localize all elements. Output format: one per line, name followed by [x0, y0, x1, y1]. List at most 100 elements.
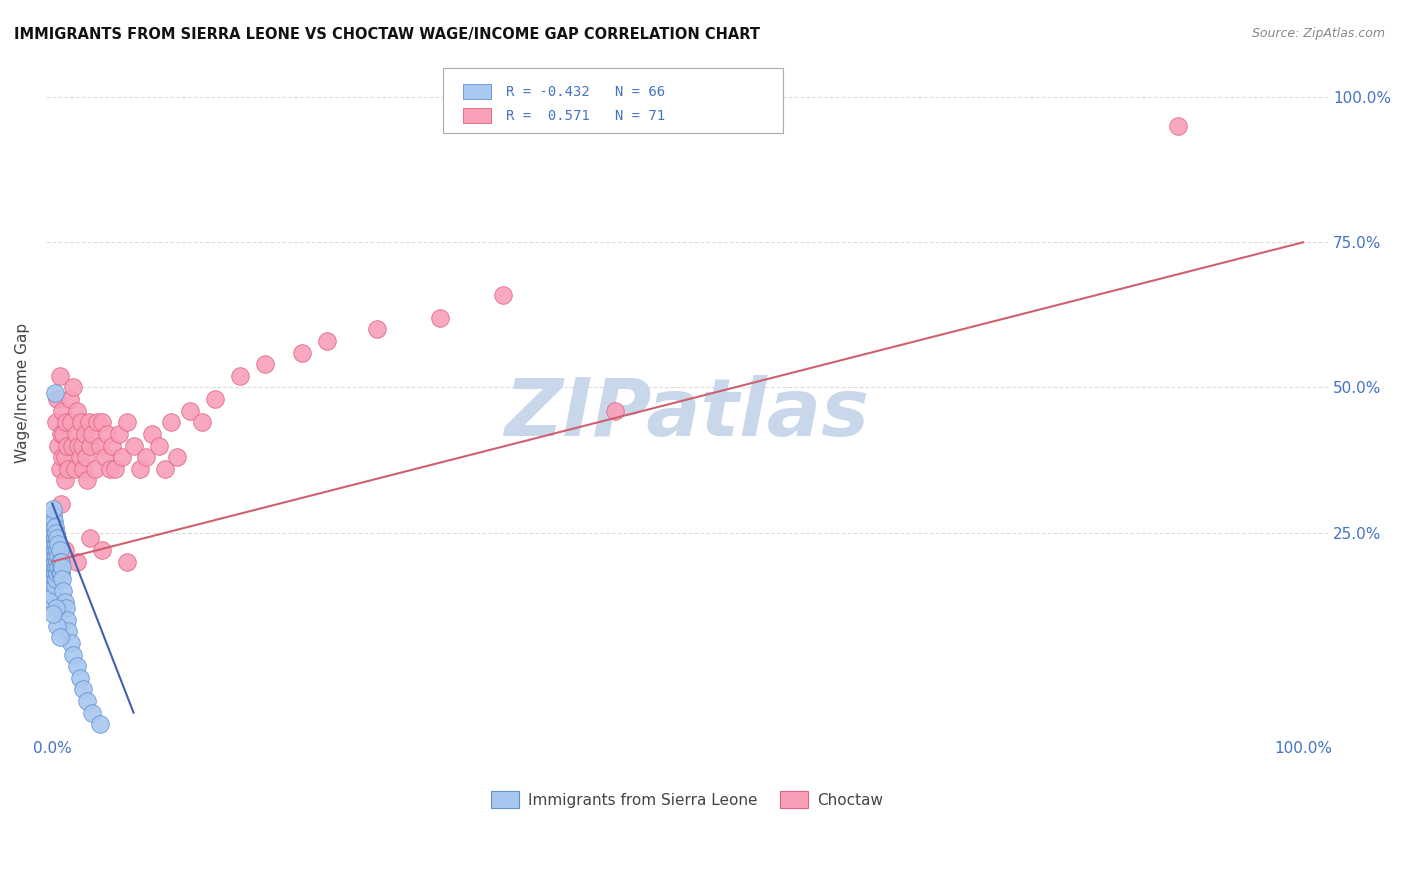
Point [86, 415, 108, 429]
Point [117, 555, 139, 569]
Point [79, 438, 101, 452]
Point [42, 525, 65, 540]
Point [45, 560, 67, 574]
Point [101, 438, 124, 452]
Point [44, 578, 66, 592]
Point [48, 368, 70, 383]
Point [46, 392, 69, 406]
Point [45, 572, 67, 586]
Point [117, 415, 139, 429]
Point [89, 717, 111, 731]
Text: R =  0.571   N = 71: R = 0.571 N = 71 [506, 109, 665, 123]
Point [72, 682, 94, 697]
Point [62, 380, 84, 394]
Text: Source: ZipAtlas.com: Source: ZipAtlas.com [1251, 27, 1385, 40]
Point [48, 555, 70, 569]
Text: ZIPatlas: ZIPatlas [505, 375, 869, 453]
Point [46, 566, 69, 581]
Point [45, 601, 67, 615]
Point [52, 426, 75, 441]
Point [49, 555, 72, 569]
Point [204, 392, 226, 406]
Point [94, 450, 117, 464]
Point [44, 555, 66, 569]
Point [42, 537, 65, 551]
Point [46, 532, 69, 546]
Point [160, 415, 183, 429]
Point [42, 549, 65, 563]
Point [55, 601, 77, 615]
Point [44, 386, 66, 401]
Point [253, 357, 276, 371]
Point [42, 560, 65, 574]
Point [42, 514, 65, 528]
Point [42, 566, 65, 581]
Point [491, 287, 513, 301]
Point [48, 555, 70, 569]
Point [59, 636, 82, 650]
Point [98, 461, 121, 475]
Point [48, 461, 70, 475]
Point [89, 438, 111, 452]
Point [42, 590, 65, 604]
Point [82, 706, 104, 720]
Point [42, 532, 65, 546]
Point [48, 560, 70, 574]
Point [83, 461, 105, 475]
Point [70, 415, 93, 429]
FancyBboxPatch shape [443, 68, 783, 133]
Point [59, 415, 82, 429]
Point [48, 543, 70, 558]
Point [66, 659, 89, 673]
Point [46, 618, 69, 632]
Point [122, 438, 145, 452]
Point [42, 578, 65, 592]
Point [67, 438, 90, 452]
Point [135, 450, 157, 464]
Point [1167, 119, 1189, 133]
Point [42, 543, 65, 558]
Point [46, 555, 69, 569]
Point [53, 450, 76, 464]
Legend: Immigrants from Sierra Leone, Choctaw: Immigrants from Sierra Leone, Choctaw [485, 785, 889, 814]
Point [49, 497, 72, 511]
Point [91, 543, 114, 558]
Point [44, 532, 66, 546]
Point [141, 426, 163, 441]
Point [48, 566, 70, 581]
Point [44, 520, 66, 534]
Point [82, 426, 104, 441]
Point [48, 549, 70, 563]
Point [229, 368, 252, 383]
Point [49, 426, 72, 441]
Point [45, 525, 67, 540]
Text: R = -0.432   N = 66: R = -0.432 N = 66 [506, 85, 665, 99]
Point [42, 508, 65, 523]
Point [53, 543, 76, 558]
Point [77, 415, 100, 429]
Point [51, 572, 73, 586]
Point [111, 450, 134, 464]
Text: IMMIGRANTS FROM SIERRA LEONE VS CHOCTAW WAGE/INCOME GAP CORRELATION CHART: IMMIGRANTS FROM SIERRA LEONE VS CHOCTAW … [14, 27, 761, 42]
Point [179, 403, 201, 417]
Point [58, 624, 80, 639]
Point [42, 572, 65, 586]
Point [91, 415, 114, 429]
Point [42, 607, 65, 621]
Point [42, 560, 65, 574]
Point [45, 415, 67, 429]
Point [51, 560, 73, 574]
Point [62, 648, 84, 662]
Point [51, 403, 73, 417]
Point [48, 630, 70, 644]
Point [191, 415, 214, 429]
Point [73, 426, 96, 441]
Point [58, 461, 80, 475]
Point [75, 450, 97, 464]
Point [166, 450, 188, 464]
Point [60, 438, 83, 452]
Point [44, 543, 66, 558]
Point [70, 438, 93, 452]
Point [65, 426, 87, 441]
Point [52, 583, 75, 598]
